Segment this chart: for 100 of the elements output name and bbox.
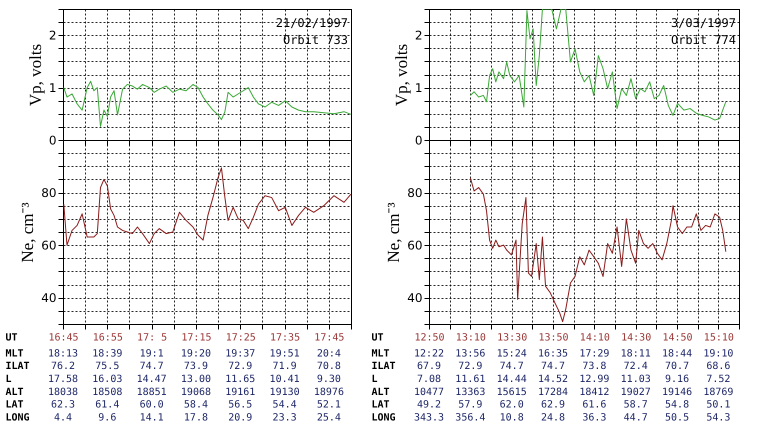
annotation: Orbit 774 [670,33,736,47]
text: 72.4 [624,361,648,372]
text: 19:37 [225,348,256,360]
text: 19:51 [270,348,300,360]
text: 56.5 [228,400,252,411]
text: 17:29 [579,348,610,360]
text: 44.7 [624,412,648,424]
text: 11.61 [455,374,486,385]
text: 19027 [620,386,651,398]
text: 62.3 [50,400,76,411]
text: 67.9 [416,361,442,372]
y-axis-title: Ne, cm⁻³ [384,202,404,263]
y-tick-label: 40 [41,291,56,306]
text: 25.4 [316,412,341,424]
y-tick-label: ALT [372,386,390,398]
y-tick-label: ILAT [6,361,30,372]
y-tick-label: 0 [414,134,422,148]
text: 18851 [136,386,167,398]
text: 75.5 [95,361,120,372]
text: 70.7 [665,361,690,372]
text: 14.44 [496,374,527,385]
y-axis-title: Ne, cm⁻³ [18,202,38,263]
text: 72.9 [228,361,252,372]
x-tick-label: 14:10 [580,332,610,344]
x-tick-label: 13:50 [538,332,569,344]
x-tick-label: 16:45 [48,332,79,344]
text: 50.5 [665,412,690,424]
text: 13.00 [180,374,212,385]
text: 70.8 [316,361,341,372]
y-tick-label: ALT [6,386,24,398]
text: 52.1 [316,400,341,411]
text: 18976 [314,386,344,398]
x-tick-label: 15:10 [704,332,734,344]
text: 9.16 [665,374,690,385]
x-tick-label: 16:55 [92,332,123,344]
text: 18038 [48,386,78,398]
text: 73.8 [582,361,606,372]
x-axis-title: UT [372,332,384,344]
x-tick-label: 17:45 [314,332,344,344]
y-tick-label: 40 [407,291,422,306]
y-tick-label: 1 [48,81,56,96]
line-series [63,80,351,127]
text: 9.30 [316,374,341,385]
annotation: 3/03/1997 [670,16,736,30]
text: 60.0 [140,400,164,411]
y-tick-label: 0 [48,134,56,148]
y-tick-label: 80 [407,186,422,200]
text: 76.2 [50,361,76,372]
text: 343.3 [414,412,444,424]
annotation: 21/02/1997 [276,16,348,30]
text: 49.2 [416,400,442,411]
text: 12.99 [579,374,610,385]
text: 19161 [225,386,256,398]
text: 54.8 [665,400,690,411]
y-tick-label: LAT [372,400,390,411]
text: 19068 [180,386,212,398]
text: 19:1 [140,348,164,360]
y-tick-label: L [6,374,12,385]
line-series [470,177,726,322]
text: 10.41 [270,374,300,385]
y-tick-label: MLT [372,348,390,360]
text: 10477 [414,386,444,398]
y-tick-label: 80 [41,186,56,200]
annotation: Orbit 733 [282,33,348,47]
text: 18:39 [92,348,122,360]
text: 18:44 [662,348,692,360]
text: 57.9 [458,400,482,411]
y-tick-label: ILAT [372,361,396,372]
text: 14.1 [140,412,164,424]
y-tick-label: LAT [6,400,24,411]
x-tick-label: 17:25 [226,332,256,344]
x-axis-title: UT [6,332,18,344]
text: 58.7 [624,400,648,411]
text: 23.3 [272,412,297,424]
y-axis-title: Vp, volts [392,44,411,106]
y-tick-label: LONG [6,412,30,424]
text: 17284 [538,386,568,398]
text: 356.4 [455,412,486,424]
text: 61.4 [95,400,120,411]
y-tick-label: 1 [414,81,422,96]
text: 68.6 [706,361,730,372]
text: 18412 [579,386,610,398]
y-tick-label: 60 [41,238,56,253]
y-tick-label: 2 [414,28,422,43]
text: 18:11 [620,348,651,360]
text: 18769 [703,386,734,398]
x-tick-label: 13:30 [497,332,528,344]
text: 36.3 [582,412,606,424]
text: 74.7 [140,361,164,372]
text: 10.8 [500,412,524,424]
text: 11.03 [620,374,651,385]
text: 73.9 [184,361,208,372]
x-tick-label: 12:50 [414,332,445,344]
text: 4.4 [54,412,72,424]
text: 17.8 [184,412,208,424]
x-tick-label: 17:15 [181,332,212,344]
text: 13363 [455,386,486,398]
text: 12:22 [414,348,444,360]
text: 19:20 [180,348,212,360]
y-tick-label: L [372,374,378,385]
